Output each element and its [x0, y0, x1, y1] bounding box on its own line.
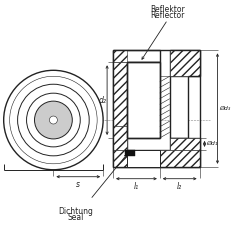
Bar	[170, 50, 200, 76]
Bar	[113, 62, 127, 126]
Circle shape	[34, 101, 72, 139]
Bar	[170, 50, 200, 76]
Bar	[170, 76, 188, 138]
Circle shape	[4, 70, 103, 170]
Bar	[113, 50, 127, 62]
Bar	[113, 50, 160, 62]
Text: Seal: Seal	[67, 212, 84, 222]
Text: d₂: d₂	[98, 96, 106, 105]
Bar	[160, 150, 200, 167]
Text: Dichtung: Dichtung	[58, 206, 93, 216]
Bar	[113, 150, 200, 167]
Bar	[170, 138, 200, 150]
Bar	[113, 62, 127, 150]
Bar	[170, 138, 200, 150]
Bar	[113, 150, 127, 167]
Text: Reflector: Reflector	[150, 10, 185, 20]
Bar	[127, 62, 160, 138]
Bar	[127, 150, 160, 167]
Bar	[113, 126, 127, 150]
Text: s: s	[76, 180, 80, 189]
Text: Ød₃: Ød₃	[220, 106, 231, 111]
Circle shape	[26, 93, 80, 147]
Circle shape	[18, 84, 89, 156]
Text: l₂: l₂	[177, 182, 182, 191]
Bar	[127, 62, 160, 138]
Circle shape	[50, 116, 58, 124]
Text: Ød₁: Ød₁	[206, 142, 218, 146]
Text: l₁: l₁	[134, 182, 139, 191]
Text: Reflektor: Reflektor	[150, 4, 185, 14]
Bar	[125, 150, 135, 156]
